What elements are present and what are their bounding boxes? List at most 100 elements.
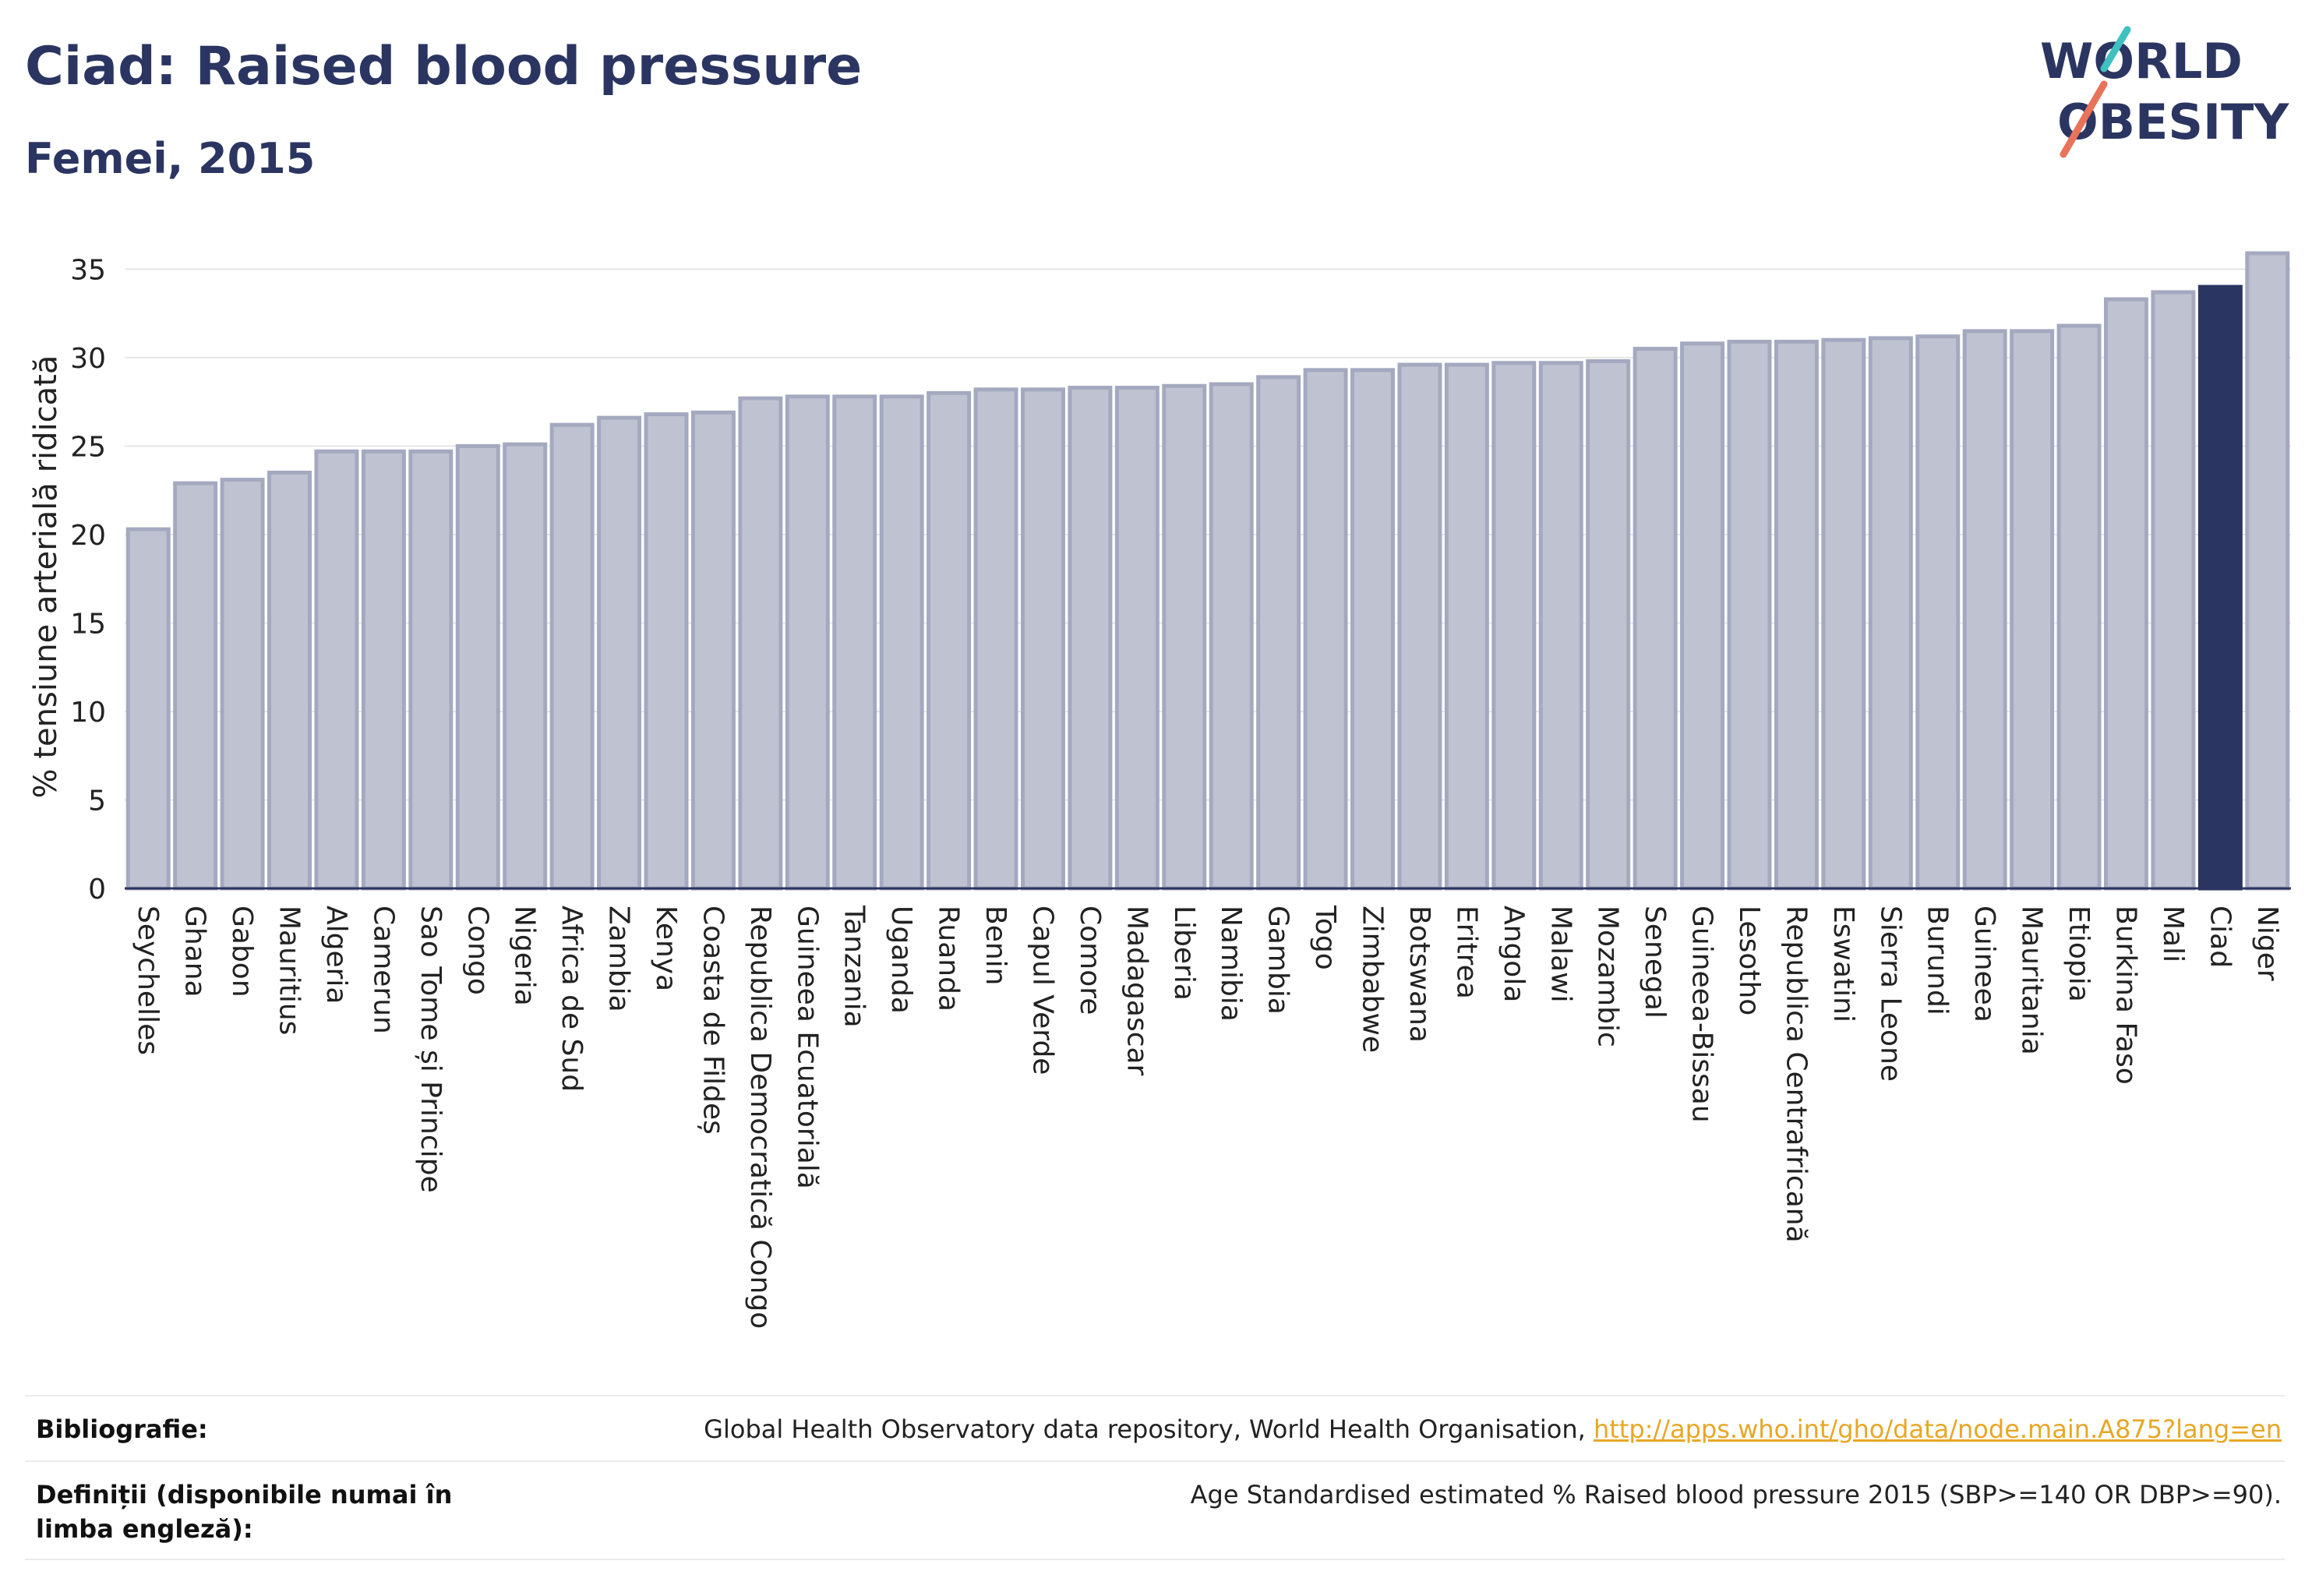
bar-niger [2245,251,2290,891]
x-tick-label: Capul Verde [1026,906,1058,1075]
x-tick-label: Angola [1498,906,1530,1002]
y-tick-label: 20 [70,520,106,552]
bar-guineea [1962,329,2007,891]
y-tick-label: 30 [70,343,106,375]
x-tick-label: Mozambic [1592,906,1624,1047]
x-tick-label: Niger [2251,906,2283,981]
bar-mozambic [1586,358,1631,891]
x-tick-label: Burundi [1922,906,1954,1015]
x-tick-label: Guineea-Bissau [1686,906,1718,1123]
x-tick-label: Senegal [1639,906,1671,1019]
bar-malawi [1538,361,1583,891]
bibliography-value: Global Health Observatory data repositor… [704,1412,2282,1446]
bar-seychelles [125,527,171,891]
bar-africa-de-sud [549,422,595,891]
x-tick-label: Eritrea [1450,906,1482,999]
definitions-value: Age Standardised estimated % Raised bloo… [1190,1480,2282,1509]
bar-zimbabwe [1350,368,1396,891]
y-axis-label: % tensiune arterială ridicată [28,355,64,799]
x-tick-label: Guineea Ecuatorială [791,906,823,1189]
bar-guineea-ecuatorială [785,394,830,891]
bar-nigeria [503,442,548,891]
bar-uganda [879,394,924,891]
bar-eritrea [1444,362,1489,891]
x-tick-label: Nigeria [509,906,541,1006]
bar-mauritius [267,470,312,891]
x-tick-label: Sao Tome și Principe [415,906,447,1193]
x-tick-label: Madagascar [1121,906,1152,1076]
world-obesity-logo: WORLD OBESITY [2040,26,2289,158]
x-tick-label: Gambia [1262,906,1294,1015]
x-tick-label: Algeria [320,906,352,1005]
x-tick-label: Malawi [1544,906,1576,1003]
bars [125,251,2290,891]
bibliography-link[interactable]: http://apps.who.int/gho/data/node.main.A… [1593,1414,2282,1444]
x-tick-label: Zimbabwe [1357,906,1389,1053]
x-tick-label: Etiopia [2063,906,2095,1002]
bar-namibia [1209,382,1254,891]
bar-zambia [597,415,642,891]
x-tick-label: Lesotho [1733,906,1765,1015]
definitions-label: Definiții (disponibile numai în limba en… [36,1480,453,1544]
bar-gambia [1256,375,1301,891]
bar-comore [1068,386,1113,891]
bar-mali [2151,290,2196,891]
x-tick-label: Burkina Faso [2109,906,2141,1085]
x-tick-label: Sierra Leone [1874,906,1906,1082]
bar-congo [455,443,500,891]
x-tick-label: Ruanda [933,906,965,1012]
logo-line1: WORLD [2040,33,2243,90]
x-tick-label: Kenya [650,906,682,991]
bar-gabon [220,478,265,891]
bar-togo [1303,368,1348,891]
y-tick-label: 25 [70,431,106,463]
bar-republica-democratică-congo [738,396,783,891]
bar-madagascar [1114,386,1160,891]
x-tick-label: Liberia [1168,906,1200,1001]
y-tick-label: 35 [70,254,106,286]
bar-angola [1491,361,1537,891]
x-tick-label: Comore [1074,906,1106,1015]
bar-sierra-leone [1868,336,1913,891]
x-tick-label: Camerun [367,906,399,1034]
x-tick-label: Africa de Sud [556,906,588,1092]
x-tick-label: Eswatini [1827,906,1859,1022]
bar-tanzania [832,394,877,891]
bibliography-text: Global Health Observatory data repositor… [704,1414,1594,1444]
footer-divider-top [25,1395,2285,1396]
x-tick-label: Namibia [1215,906,1247,1022]
bar-eswatini [1821,337,1866,891]
x-tick-label: Zambia [603,906,635,1012]
bar-algeria [314,449,359,891]
y-tick-label: 10 [70,697,106,729]
x-tick-label: Congo [461,906,493,995]
bar-kenya [644,412,689,891]
bar-mauritania [2010,329,2055,891]
x-tick-labels: Seychelles Ghana Gabon Mauritius Algeria Came… [132,905,2283,1329]
x-tick-label: Republica Democratică Congo [744,906,776,1329]
x-tick-label: Ghana [179,906,211,998]
footer-divider-bottom [25,1559,2285,1560]
bar-sao-tome-și-principe [408,449,454,891]
bibliography-label: Bibliografie: [36,1414,208,1444]
bar-ruanda [927,390,972,891]
bar-etiopia [2056,323,2102,891]
bar-burundi [1915,334,1961,891]
bar-capul-verde [1020,387,1065,891]
y-tick-labels: 0 5 10 15 20 25 30 35 [70,254,106,906]
bar-guineea-bissau [1680,341,1725,891]
x-tick-label: Tanzania [838,905,870,1028]
x-tick-label: Seychelles [132,906,164,1055]
x-tick-label: Benin [980,906,1011,985]
x-tick-label: Mali [2157,906,2189,962]
page-title: Ciad: Raised blood pressure [25,36,863,97]
footer-divider-middle [25,1460,2285,1462]
bar-lesotho [1727,339,1772,891]
bar-ciad [2197,284,2243,891]
x-tick-label: Ciad [2204,906,2236,968]
bar-chart: 0 5 10 15 20 25 30 35 Seychelles Ghana Gabon Mauri… [28,251,2291,1329]
y-tick-label: 15 [70,608,106,640]
x-tick-label: Uganda [885,906,917,1014]
bar-benin [973,387,1018,891]
x-tick-label: Republica Centrafricană [1780,906,1812,1243]
